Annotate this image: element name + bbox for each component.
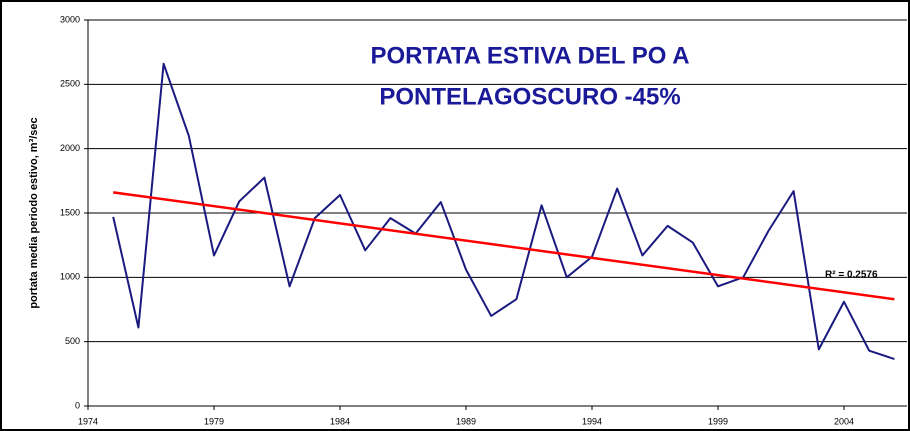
x-tick-label: 1994 bbox=[582, 416, 602, 426]
y-tick-label: 2500 bbox=[60, 79, 80, 89]
y-tick-label: 2000 bbox=[60, 143, 80, 153]
trend-line bbox=[113, 191, 895, 301]
annotation: R² = 0.2576 bbox=[825, 270, 878, 281]
x-tick-label: 1984 bbox=[330, 416, 350, 426]
x-tick-label: 1999 bbox=[708, 416, 728, 426]
y-tick-label: 3000 bbox=[60, 14, 80, 24]
x-tick-label: 1974 bbox=[78, 416, 98, 426]
y-tick-label: 0 bbox=[75, 400, 80, 410]
x-tick-label: 2004 bbox=[834, 416, 854, 426]
y-tick-label: 1000 bbox=[60, 272, 80, 282]
x-tick-label: 1989 bbox=[456, 416, 476, 426]
y-tick-label: 500 bbox=[65, 336, 80, 346]
y-tick-label: 1500 bbox=[60, 207, 80, 217]
x-tick-label: 1979 bbox=[204, 416, 224, 426]
title-line: PONTELAGOSCURO -45% bbox=[379, 83, 680, 110]
data-line bbox=[112, 62, 895, 360]
y-axis-label: portata media periodo estivo, m³/sec bbox=[28, 117, 40, 308]
title-line: PORTATA ESTIVA DEL PO A bbox=[370, 42, 689, 69]
